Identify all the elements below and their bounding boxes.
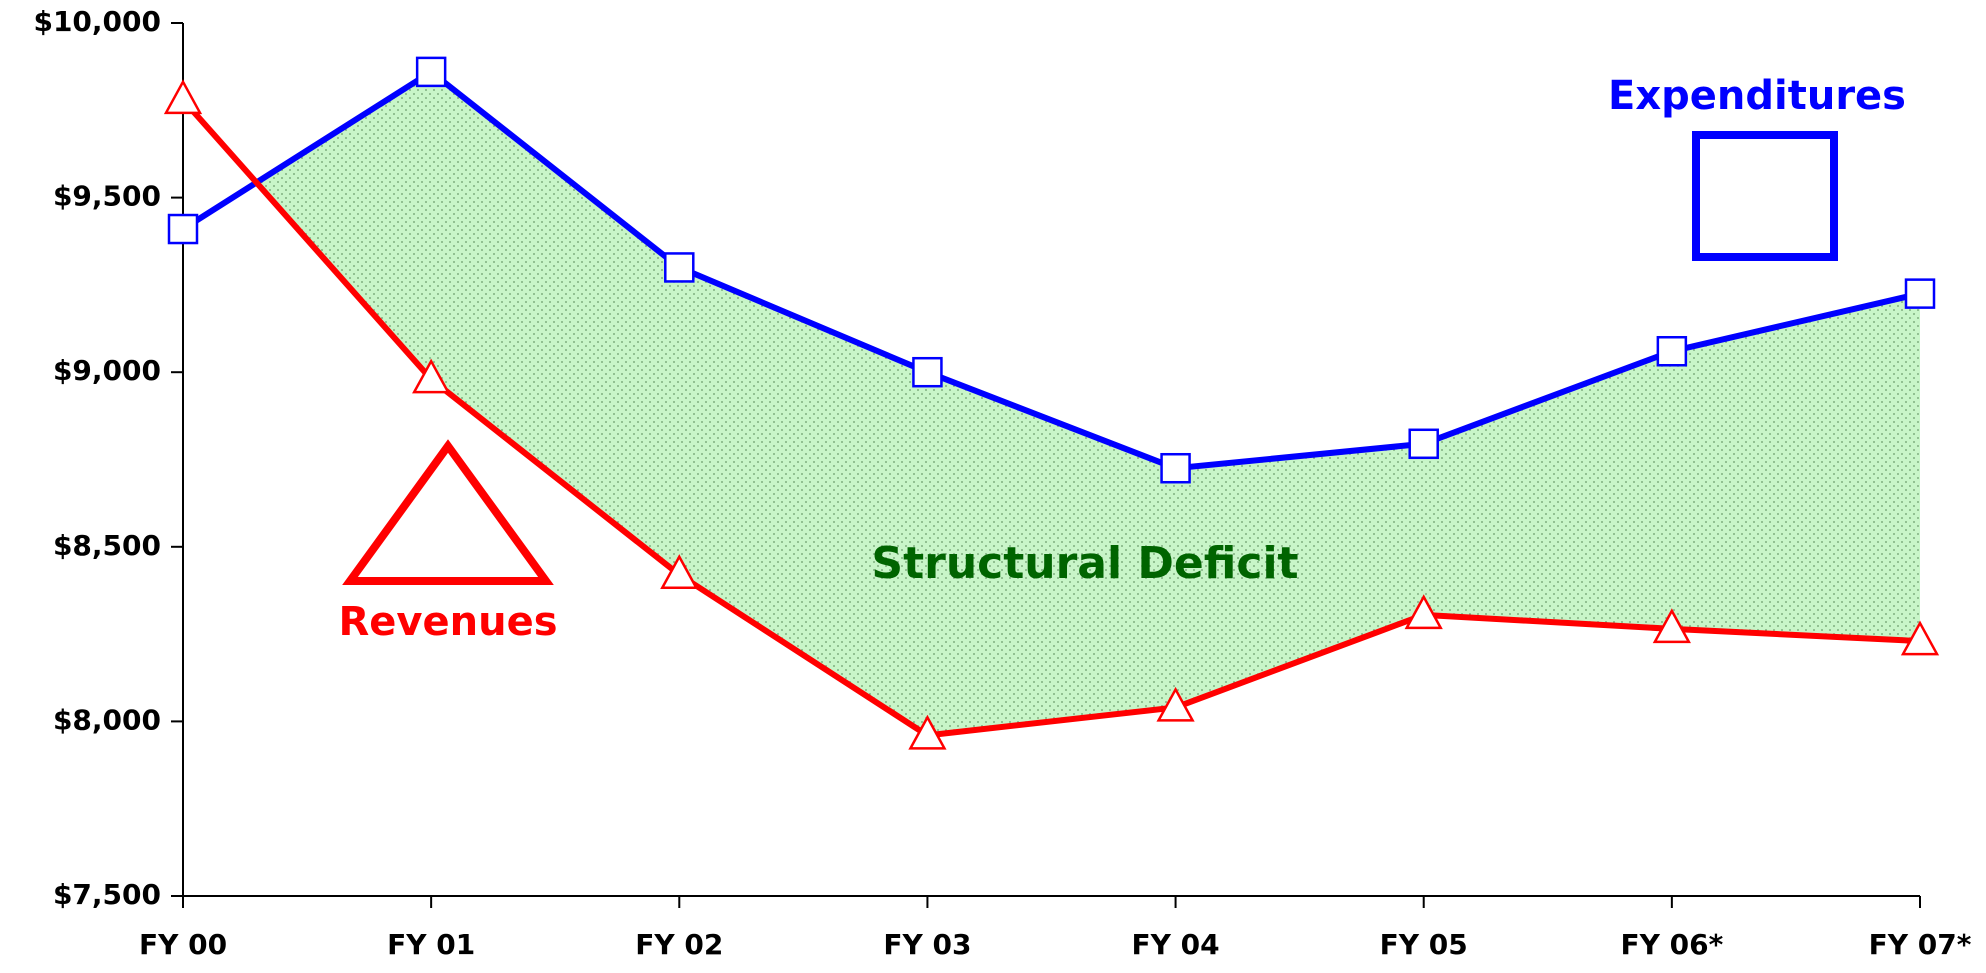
x-tick-label: FY 07* <box>1869 928 1972 961</box>
y-tick-label: $8,000 <box>53 703 161 736</box>
x-tick-label: FY 04 <box>1132 928 1220 961</box>
point <box>908 714 947 750</box>
y-tick-label: $8,500 <box>53 529 161 562</box>
series-line <box>181 68 1921 472</box>
y-tick-label: $9,500 <box>53 180 161 213</box>
point <box>1156 686 1195 722</box>
point <box>1404 594 1443 630</box>
legend-marker <box>1692 131 1838 261</box>
point <box>1900 620 1940 656</box>
point <box>1904 278 1936 309</box>
point <box>1656 335 1688 367</box>
x-tick-label: FY 03 <box>883 928 971 961</box>
deficit-area <box>256 71 1920 736</box>
point <box>412 358 451 394</box>
x-tick-label: FY 01 <box>387 928 475 961</box>
y-tick-label: $9,000 <box>53 354 161 387</box>
point <box>167 213 199 245</box>
y-tick-label: $10,000 <box>33 5 161 38</box>
point <box>1160 452 1191 484</box>
legend-label: Expenditures <box>1608 73 1906 119</box>
point <box>1652 608 1691 644</box>
point <box>415 56 447 88</box>
legend-marker <box>342 439 554 585</box>
legend-label: Revenues <box>338 599 557 645</box>
point <box>912 356 943 388</box>
series-line <box>180 97 1921 739</box>
x-tick-label: FY 00 <box>139 928 227 961</box>
point <box>163 79 203 115</box>
x-tick-label: FY 02 <box>635 928 723 961</box>
annotation: Structural Deficit <box>871 538 1298 589</box>
point <box>660 554 699 589</box>
x-tick-label: FY 06* <box>1620 928 1723 961</box>
y-tick-label: $7,500 <box>53 878 161 911</box>
x-tick-label: FY 05 <box>1380 928 1468 961</box>
point <box>1408 428 1439 460</box>
point <box>664 252 695 283</box>
